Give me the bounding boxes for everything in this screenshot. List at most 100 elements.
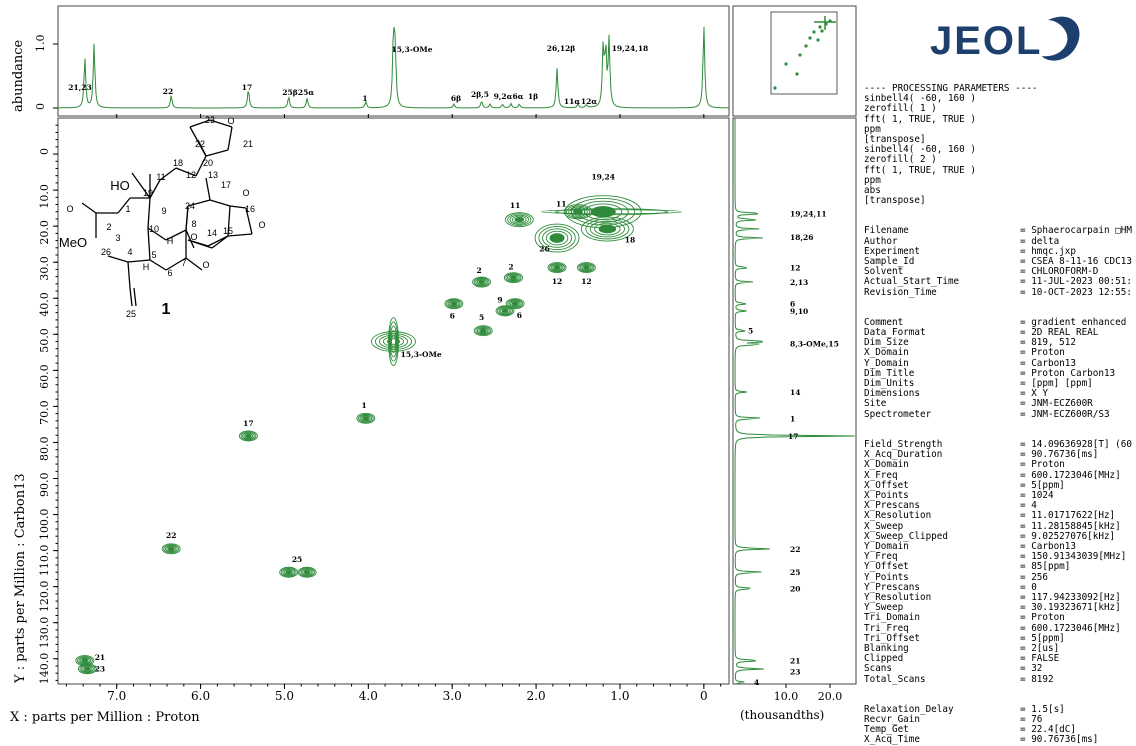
- parameter-value: = 8192: [1020, 673, 1054, 685]
- structure-atom-label: 12: [186, 170, 196, 180]
- cross-peak-contour: [512, 215, 527, 224]
- overview-peak-dot: [816, 38, 820, 42]
- cross-peak-contour: [356, 412, 376, 424]
- cross-peak-label: 6: [517, 311, 522, 320]
- parameter-key: Y_Freq: [864, 551, 898, 563]
- top-spectrum-peak-label: 9,2α: [494, 92, 513, 101]
- parameter-value: = 90.76736[ms]: [1020, 449, 1099, 461]
- parameter-value: = gradient enhanced: [1020, 316, 1127, 328]
- cross-peak: [547, 262, 567, 274]
- processing-parameters-panel: ---- PROCESSING PARAMETERS ---- sinbell4(…: [864, 83, 1136, 746]
- structure-atom-label: 8: [191, 219, 196, 229]
- overview-peak-dot: [795, 72, 799, 76]
- structure-atom-label: 7: [181, 258, 186, 268]
- structure-atom-label: 22: [195, 139, 205, 149]
- parameter-row: Actual_Start_Time = 11-JUL-2023 00:51:: [864, 277, 1136, 287]
- top-spectrum-peak-label: 25β: [282, 88, 297, 97]
- structure-atom-label: 10: [149, 224, 159, 234]
- processing-line: ppm: [864, 174, 881, 186]
- overview-zoom-box: [770, 11, 838, 95]
- parameter-key: Spectrometer: [864, 408, 932, 420]
- x-tick-label: 1.0: [610, 689, 629, 703]
- parameter-value: = 90.76736[ms]: [1020, 734, 1099, 746]
- cross-peak-contour: [508, 299, 522, 308]
- cross-peak-contour: [509, 214, 530, 225]
- parameter-key: Y_Domain: [864, 540, 909, 552]
- cross-peak-contour: [590, 206, 616, 218]
- cross-peak-label: 5: [479, 313, 484, 322]
- top-spectrum-peak-label: 12α: [581, 97, 597, 106]
- top-1d-spectrum-trace: [57, 26, 730, 109]
- overview-peak-dot: [784, 62, 788, 66]
- structure-bond: [245, 207, 253, 235]
- right-spectrum-peak-label: 1: [790, 414, 795, 423]
- structure-bond: [149, 259, 167, 271]
- structure-atom-label: 9: [161, 206, 166, 216]
- parameter-row: X_Acq_Duration = 90.76736[ms]: [864, 449, 1136, 461]
- parameter-value: = 1024: [1020, 489, 1054, 501]
- cross-peak-contour: [240, 431, 257, 441]
- parameter-key: Y_Resolution: [864, 591, 932, 603]
- cross-peak-contour: [505, 298, 525, 310]
- y-tick-label: 20.0: [38, 220, 51, 245]
- cross-peak-label: 21: [95, 653, 105, 662]
- parameter-value: = 9.02527076[kHz]: [1020, 530, 1116, 542]
- cross-peak-contour: [511, 301, 519, 306]
- jeol-logo-swoosh: [1042, 16, 1080, 61]
- parameter-value: = [ppm] [ppm]: [1020, 378, 1093, 390]
- cross-peak-contour: [504, 212, 534, 228]
- cross-peak-label: 17: [243, 419, 253, 428]
- top-spectrum-peak-label: 1: [362, 94, 367, 103]
- cross-peak-contour: [390, 330, 397, 354]
- cross-peak-contour: [375, 332, 412, 351]
- parameter-row: X_Freq = 600.1723046[MHz]: [864, 469, 1136, 481]
- cross-peak-contour: [577, 200, 629, 223]
- cross-peak: [238, 430, 258, 442]
- parameter-key: Total_Scans: [864, 673, 926, 685]
- cross-peak-contour: [285, 570, 292, 575]
- y-tick-label: 30.0: [38, 256, 51, 281]
- parameter-key: X_Freq: [864, 469, 898, 481]
- cross-peak-label: 25: [292, 555, 302, 564]
- parameter-key: X_Points: [864, 489, 909, 501]
- x-axis-label: X : parts per Million : Proton: [10, 710, 200, 725]
- cross-peak-contour: [167, 546, 175, 551]
- overview-peak-dot: [812, 30, 816, 34]
- structure-bond: [229, 205, 247, 209]
- cross-peak-contour: [371, 331, 416, 352]
- parameter-row: Tri_Domain = Proton: [864, 613, 1136, 623]
- right-spectrum-peak-label: 8,3-OMe,15: [790, 339, 839, 348]
- right-spectrum-peak-label: 19,24,11: [790, 210, 827, 219]
- y-tick-label: 120.0: [38, 581, 51, 613]
- parameter-value: = 11-JUL-2023 00:51:: [1020, 276, 1132, 288]
- parameter-key: Relaxation_Delay: [864, 703, 954, 715]
- parameter-key: Y_Domain: [864, 357, 909, 369]
- parameter-value: = 76: [1020, 713, 1043, 725]
- parameter-value: = 117.94233092[Hz]: [1020, 591, 1121, 603]
- cross-peak-contour: [386, 338, 401, 345]
- structure-bond: [165, 257, 187, 271]
- parameter-value: = hmqc.jxp: [1020, 245, 1076, 257]
- cross-peak-contour: [581, 264, 592, 271]
- cross-peak-contour: [163, 544, 180, 554]
- parameter-key: Tri_Freq: [864, 622, 909, 634]
- parameter-value: = 85[ppm]: [1020, 561, 1071, 573]
- structure-bond: [227, 233, 253, 237]
- cross-peak-label: 1: [362, 401, 367, 410]
- cross-peak-label: 15,3-OMe: [401, 350, 442, 359]
- parameter-value: = 819, 512: [1020, 337, 1076, 349]
- parameter-value: = JNM-ECZ600R: [1020, 398, 1093, 410]
- cross-peak-contour: [538, 225, 576, 251]
- y-tick-label: 40.0: [38, 292, 51, 317]
- cross-peak-contour: [79, 664, 96, 674]
- structure-atom-label: O: [227, 116, 234, 126]
- parameter-value: = 5[ppm]: [1020, 632, 1065, 644]
- jeol-logo: JEOL: [930, 16, 1080, 63]
- parameter-value: = Proton: [1020, 459, 1065, 471]
- cross-peak-contour: [545, 230, 569, 246]
- parameter-key: Experiment: [864, 245, 920, 257]
- parameter-row: Revision_Time = 10-OCT-2023 12:55:: [864, 287, 1136, 298]
- structure-bond: [211, 235, 229, 249]
- cross-peak-contour: [279, 566, 299, 578]
- structure-bond: [147, 197, 151, 229]
